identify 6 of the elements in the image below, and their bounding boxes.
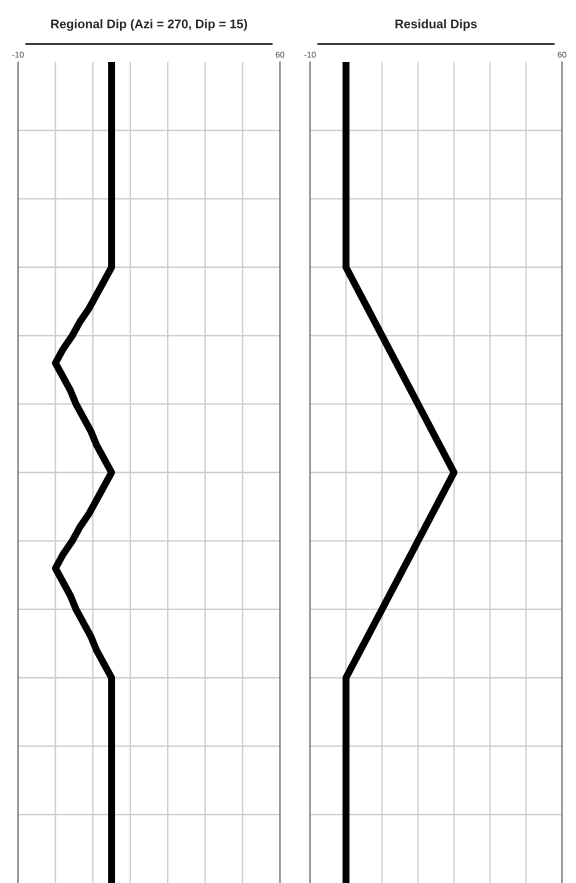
x-tick-label: 60: [558, 52, 566, 58]
x-tick-label: -10: [12, 52, 24, 58]
x-tick-label: 60: [276, 52, 284, 58]
chart-title: Residual Dips: [396, 19, 477, 31]
x-tick-label: -10: [304, 52, 316, 58]
chart-title: Regional Dip (Azi = 270, Dip = 15): [51, 19, 248, 31]
